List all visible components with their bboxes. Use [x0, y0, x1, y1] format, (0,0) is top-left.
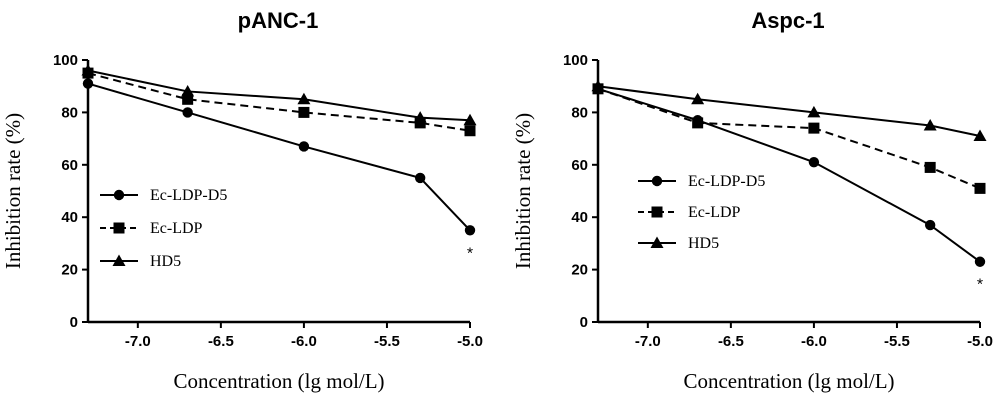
- data-point: [974, 256, 986, 267]
- x-tick-label: -5.0: [457, 333, 483, 350]
- y-tick-label: 60: [61, 157, 78, 174]
- legend-marker: [112, 254, 126, 266]
- y-tick-label: 80: [571, 104, 588, 121]
- data-point: [464, 225, 476, 236]
- series-line: [87, 72, 471, 132]
- data-point: [182, 107, 193, 118]
- y-tick-label: 20: [571, 262, 588, 279]
- y-tick-label: 20: [61, 262, 78, 279]
- data-point: [182, 93, 194, 105]
- legend-label: Ec-LDP-D5: [688, 173, 765, 190]
- legend-marker: [113, 189, 125, 201]
- y-tick-label: 60: [571, 157, 588, 174]
- data-point: [808, 156, 820, 168]
- x-tick-label: -6.0: [291, 333, 317, 350]
- series-line: [87, 82, 471, 231]
- series-ec-ldp: [592, 83, 986, 194]
- chart-title: Aspc-1: [751, 8, 824, 33]
- data-point: [691, 92, 705, 105]
- data-point: [808, 122, 820, 134]
- series-hd5: [591, 79, 987, 141]
- legend-label: Ec-LDP-D5: [150, 187, 227, 204]
- data-point: [413, 111, 427, 123]
- data-point: [298, 141, 310, 152]
- series-ec-ldp: [82, 67, 476, 137]
- legend-label: Ec-LDP: [150, 220, 203, 237]
- y-tick-label: 0: [70, 314, 78, 331]
- significance-annotation: *: [977, 277, 983, 294]
- x-tick-label: -6.0: [801, 333, 827, 350]
- y-axis-label: Inhibition rate (%): [511, 113, 535, 269]
- x-tick-label: -7.0: [125, 333, 151, 350]
- x-tick-label: -5.5: [884, 333, 910, 350]
- y-tick-label: 40: [61, 209, 78, 226]
- legend-marker: [113, 222, 125, 234]
- x-tick-label: -5.0: [967, 333, 993, 350]
- y-axis-label: Inhibition rate (%): [1, 113, 25, 269]
- data-point: [414, 117, 426, 129]
- x-axis-label: Concentration (lg mol/L): [683, 369, 894, 393]
- series-hd5: [81, 63, 477, 126]
- data-point: [591, 79, 605, 92]
- legend-label: HD5: [150, 253, 181, 270]
- data-point: [923, 119, 937, 131]
- series-line: [87, 69, 471, 122]
- series-ec-ldp-d5: [82, 78, 476, 236]
- x-tick-label: -7.0: [635, 333, 661, 350]
- series-ec-ldp-d5: [592, 83, 986, 267]
- data-point: [297, 92, 311, 105]
- x-tick-label: -6.5: [718, 333, 744, 350]
- data-point: [973, 129, 987, 141]
- y-tick-label: 100: [53, 52, 78, 69]
- significance-annotation: *: [467, 245, 473, 262]
- data-point: [463, 113, 477, 126]
- data-point: [464, 125, 476, 137]
- data-point: [81, 63, 95, 76]
- x-axis-label: Concentration (lg mol/L): [173, 369, 384, 393]
- data-point: [298, 106, 310, 118]
- y-tick-label: 40: [571, 209, 588, 226]
- data-point: [181, 84, 195, 97]
- data-point: [974, 182, 986, 194]
- y-tick-label: 100: [563, 52, 588, 69]
- x-tick-label: -5.5: [374, 333, 400, 350]
- data-point: [924, 161, 936, 173]
- legend-marker: [651, 175, 663, 187]
- data-point: [82, 78, 94, 89]
- chart-panel-2: Aspc-1 0 20 40 60 80 100 -7.0 -6.5 -6.0 -5.5 -5.0 In…: [511, 8, 993, 393]
- data-point: [692, 117, 704, 129]
- y-tick-label: 80: [61, 104, 78, 121]
- legend-label: Ec-LDP: [688, 204, 741, 221]
- series-line: [597, 85, 981, 137]
- chart-title: pANC-1: [238, 8, 319, 33]
- series-line: [597, 87, 981, 190]
- y-tick-label: 0: [580, 314, 588, 331]
- x-tick-label: -6.5: [208, 333, 234, 350]
- data-point: [807, 105, 821, 118]
- legend-marker: [650, 236, 664, 248]
- legend-label: HD5: [688, 235, 719, 252]
- legend-marker: [651, 206, 663, 218]
- chart-panel-1: pANC-1 0 20 40 60 80 100 -7.0 -6.5 -6.0 -5.5 -5.0 In…: [1, 8, 483, 393]
- data-point: [924, 219, 936, 231]
- series-line: [597, 87, 981, 263]
- data-point: [414, 172, 426, 184]
